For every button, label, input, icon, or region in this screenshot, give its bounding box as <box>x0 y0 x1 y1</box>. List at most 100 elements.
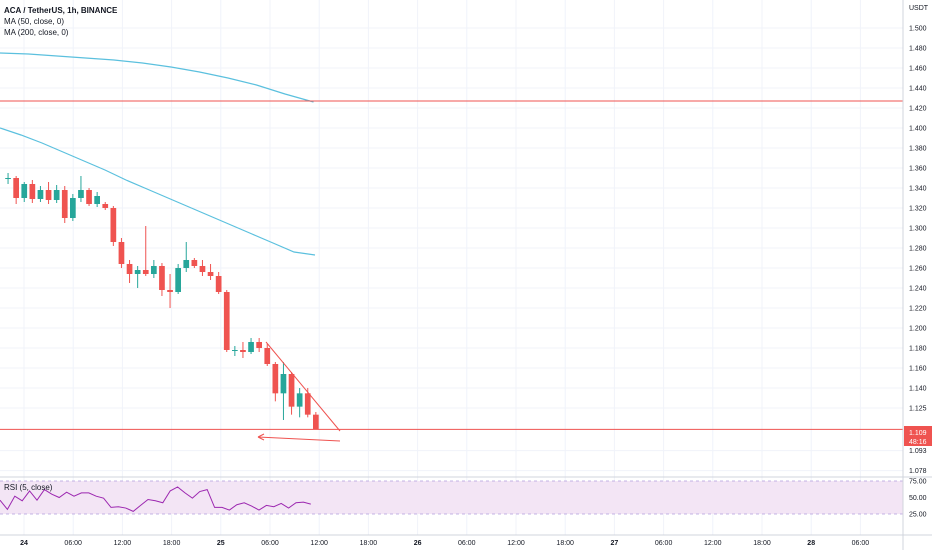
candle-body <box>61 190 68 218</box>
candle-body <box>175 268 181 292</box>
ma200-line <box>0 52 314 103</box>
rsi-axis[interactable]: 75.00 50.00 25.00 <box>909 479 927 519</box>
candle-body <box>29 184 36 199</box>
price-tick-label: 1.320 <box>909 206 927 213</box>
time-tick-label: 12:00 <box>507 540 525 547</box>
rsi-legend[interactable]: RSI (5, close) <box>4 483 53 492</box>
ma50-legend[interactable]: MA (50, close, 0) <box>4 17 65 26</box>
candle-body <box>288 374 295 407</box>
price-tick-label: 1.125 <box>909 405 927 412</box>
time-axis[interactable]: 24 06:00 12:00 18:00 25 06:00 12:00 18:00 26 06:0… <box>20 540 869 547</box>
price-tick-label: 1.200 <box>909 326 927 333</box>
price-tick-label: 1.160 <box>909 366 927 373</box>
bar-countdown: 48:16 <box>909 439 927 446</box>
candle-body <box>256 342 262 348</box>
candle-body <box>280 374 287 394</box>
candle-body <box>296 393 303 407</box>
rsi-tick-label: 25.00 <box>909 512 927 519</box>
symbol-title[interactable]: ACA / TetherUS, 1h, BINANCE <box>4 6 118 15</box>
candle-body <box>215 276 222 292</box>
candle-body <box>21 184 28 198</box>
time-tick-label: 06:00 <box>458 540 476 547</box>
arrow-line[interactable] <box>257 436 341 442</box>
time-tick-label: 18:00 <box>163 540 181 547</box>
candle-body <box>183 260 190 268</box>
candle-body <box>159 266 165 290</box>
time-tick-label: 18:00 <box>556 540 574 547</box>
horizontal-levels[interactable] <box>0 100 903 430</box>
candle-body <box>94 196 100 204</box>
candle-body <box>126 264 133 274</box>
candle-body <box>240 350 246 352</box>
candle-body <box>86 190 92 204</box>
rsi-path <box>0 486 311 512</box>
price-tick-label: 1.220 <box>909 306 927 313</box>
ma50-path <box>0 127 316 256</box>
price-tick-label: 1.340 <box>909 186 927 193</box>
candle-body <box>78 190 84 198</box>
ma50-line <box>0 127 316 256</box>
price-tick-label: 1.260 <box>909 266 927 273</box>
price-tick-label: 1.280 <box>909 246 927 253</box>
candle-body <box>264 348 271 364</box>
time-tick-label: 24 <box>20 540 28 547</box>
candle-body <box>304 393 311 415</box>
price-tick-label: 1.380 <box>909 146 927 153</box>
time-tick-label: 06:00 <box>261 540 279 547</box>
candle-body <box>134 270 141 274</box>
time-tick-label: 12:00 <box>704 540 722 547</box>
candle-body <box>102 204 109 208</box>
last-price-tag-bg <box>904 426 932 446</box>
time-tick-label: 28 <box>807 540 815 547</box>
candle-body <box>13 178 19 198</box>
candle-body <box>5 178 11 179</box>
price-tick-label: 1.460 <box>909 66 927 73</box>
last-price-tag: 1.109 48:16 <box>904 426 932 446</box>
candle-body <box>70 198 76 218</box>
chart-grid <box>0 0 903 535</box>
time-tick-label: 25 <box>217 540 225 547</box>
price-tick-label: 1.093 <box>909 448 927 455</box>
candle-body <box>37 190 44 199</box>
rsi-line <box>0 486 311 512</box>
price-tick-label: 1.360 <box>909 166 927 173</box>
price-tick-label: 1.500 <box>909 26 927 33</box>
price-tick-label: 1.400 <box>909 126 927 133</box>
time-tick-label: 06:00 <box>655 540 673 547</box>
candle-body <box>167 290 173 292</box>
trend-drawings[interactable] <box>257 341 341 442</box>
candle-body <box>207 272 214 276</box>
price-axis[interactable]: USDT 1.500 1.480 1.460 1.440 1.420 1.400 1.380… <box>909 5 929 475</box>
candle-body <box>248 342 254 352</box>
candle-body <box>191 260 198 266</box>
time-tick-label: 27 <box>611 540 619 547</box>
candle-body <box>53 190 60 200</box>
rsi-tick-label: 75.00 <box>909 479 927 486</box>
price-tick-label: 1.480 <box>909 46 927 53</box>
candle-body <box>232 350 238 351</box>
price-tick-label: 1.300 <box>909 226 927 233</box>
price-tick-label: 1.440 <box>909 86 927 93</box>
price-tick-label: 1.078 <box>909 468 927 475</box>
time-tick-label: 26 <box>414 540 422 547</box>
time-tick-label: 18:00 <box>753 540 771 547</box>
candle-body <box>45 190 52 200</box>
candle-body <box>118 242 125 264</box>
ma200-path <box>0 52 314 103</box>
trend-line[interactable] <box>265 341 341 432</box>
price-tick-label: 1.240 <box>909 286 927 293</box>
time-tick-label: 06:00 <box>852 540 870 547</box>
price-tick-label: 1.180 <box>909 346 927 353</box>
rsi-tick-label: 50.00 <box>909 495 927 502</box>
candle-body <box>110 208 117 242</box>
currency-label: USDT <box>909 5 929 12</box>
price-tick-label: 1.140 <box>909 386 927 393</box>
candle-body <box>142 270 149 274</box>
time-tick-label: 12:00 <box>114 540 132 547</box>
ma200-legend[interactable]: MA (200, close, 0) <box>4 28 69 37</box>
candle-body <box>313 414 319 430</box>
time-tick-label: 06:00 <box>64 540 82 547</box>
rsi-band <box>0 481 903 514</box>
candle-body <box>151 266 157 274</box>
